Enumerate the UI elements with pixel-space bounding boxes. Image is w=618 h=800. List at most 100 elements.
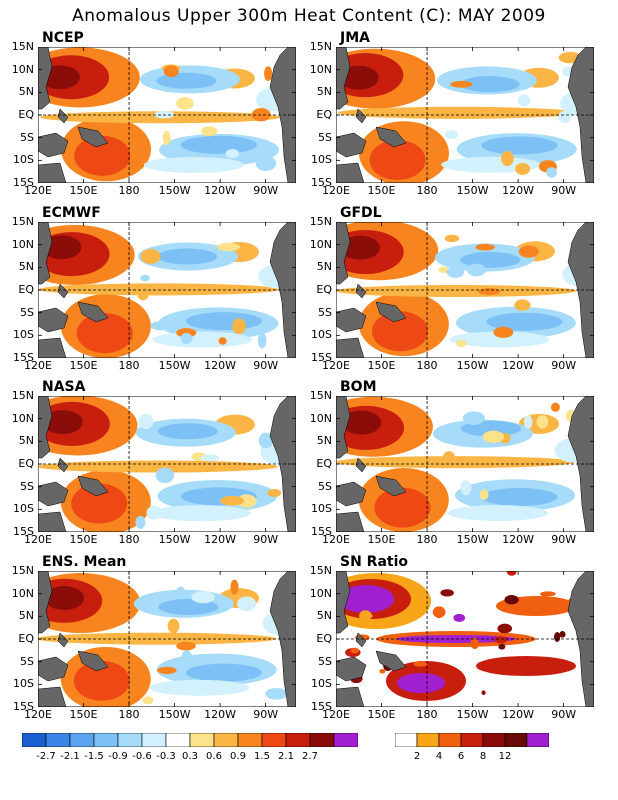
longitude-label: 90W xyxy=(551,184,577,197)
anomaly-colorbar-swatch xyxy=(141,733,167,747)
anomaly-colorbar-label: -2.7 xyxy=(36,751,56,762)
latitude-label: 15N xyxy=(309,40,332,53)
longitude-label: 120E xyxy=(322,184,350,197)
latitude-label: 15N xyxy=(309,215,332,228)
latitude-label: 15S xyxy=(13,176,34,189)
anomaly-colorbar-swatch xyxy=(261,733,287,747)
longitude-label: 90W xyxy=(253,359,279,372)
latitude-label: EQ xyxy=(316,283,332,296)
latitude-label: 15N xyxy=(309,389,332,402)
sn-colorbar-swatch xyxy=(482,733,506,747)
longitude-label: 120W xyxy=(204,533,237,546)
latitude-label: EQ xyxy=(316,457,332,470)
latitude-label: 10N xyxy=(309,237,332,251)
latitude-label: 5S xyxy=(318,305,332,319)
longitude-label: 90W xyxy=(253,708,279,721)
longitude-label: 150W xyxy=(158,359,191,372)
longitude-label: 180 xyxy=(416,184,438,197)
latitude-label: 10S xyxy=(311,328,332,342)
longitude-label: 90W xyxy=(253,533,279,546)
latitude-label: 15S xyxy=(13,351,34,364)
longitude-label: 90W xyxy=(551,533,577,546)
longitude-label: 120W xyxy=(204,359,237,372)
longitude-label: 120W xyxy=(204,184,237,197)
sn-colorbar-swatch xyxy=(416,733,440,747)
longitude-label: 120E xyxy=(24,533,52,546)
longitude-label: 150W xyxy=(158,533,191,546)
anomaly-colorbar-label: -1.5 xyxy=(84,751,104,762)
latitude-label: 5S xyxy=(318,479,332,493)
latitude-label: 15S xyxy=(311,351,332,364)
longitude-label: 180 xyxy=(118,359,140,372)
anomaly-colorbar-swatch xyxy=(333,733,358,747)
anomaly-colorbar-label: 0.3 xyxy=(182,751,198,762)
panel-title: ENS. Mean xyxy=(42,554,127,570)
latitude-label: 15N xyxy=(11,215,34,228)
sn-colorbar-swatch xyxy=(460,733,484,747)
heat-content-map xyxy=(37,395,297,533)
longitude-label: 90W xyxy=(253,184,279,197)
latitude-label: 15S xyxy=(13,700,34,713)
latitude-label: 10N xyxy=(11,586,34,600)
anomaly-colorbar-swatch xyxy=(45,733,71,747)
anomaly-colorbar-swatch xyxy=(69,733,95,747)
latitude-label: 15N xyxy=(11,389,34,402)
sn-colorbar-label: 8 xyxy=(479,751,487,762)
longitude-label: 180 xyxy=(416,533,438,546)
map-panel-sn-ratio xyxy=(335,570,595,708)
anomaly-colorbar-swatch xyxy=(165,733,191,747)
longitude-label: 150W xyxy=(456,533,489,546)
latitude-label: EQ xyxy=(18,108,34,121)
latitude-label: 10S xyxy=(311,677,332,691)
panel-title: BOM xyxy=(340,379,377,395)
longitude-label: 150W xyxy=(456,708,489,721)
latitude-label: 10S xyxy=(13,677,34,691)
longitude-label: 120E xyxy=(322,708,350,721)
latitude-label: 5N xyxy=(18,85,34,99)
latitude-label: 5S xyxy=(318,130,332,144)
latitude-label: 5S xyxy=(20,130,34,144)
latitude-label: 5N xyxy=(316,260,332,274)
heat-content-map xyxy=(335,395,595,533)
latitude-label: 10N xyxy=(309,62,332,76)
latitude-label: EQ xyxy=(18,283,34,296)
panel-title: NCEP xyxy=(42,30,84,46)
latitude-label: 15S xyxy=(311,525,332,538)
anomaly-colorbar-label: 1.5 xyxy=(254,751,270,762)
anomaly-colorbar-swatch xyxy=(117,733,143,747)
longitude-label: 120W xyxy=(502,359,535,372)
map-panel-jma xyxy=(335,46,595,184)
longitude-label: 90W xyxy=(551,708,577,721)
map-panel-nasa xyxy=(37,395,297,533)
longitude-label: 120W xyxy=(502,533,535,546)
latitude-label: 5N xyxy=(18,434,34,448)
heat-content-map xyxy=(335,570,595,708)
longitude-label: 180 xyxy=(118,184,140,197)
longitude-label: 150E xyxy=(69,184,98,197)
latitude-label: 15S xyxy=(311,176,332,189)
map-panel-gfdl xyxy=(335,221,595,359)
longitude-label: 150W xyxy=(158,708,191,721)
latitude-label: EQ xyxy=(316,632,332,645)
latitude-label: 15S xyxy=(13,525,34,538)
map-panel-ens-mean xyxy=(37,570,297,708)
latitude-label: 10S xyxy=(13,328,34,342)
latitude-label: 10N xyxy=(11,411,34,425)
latitude-label: 5S xyxy=(20,479,34,493)
latitude-label: 10S xyxy=(13,502,34,516)
longitude-label: 180 xyxy=(118,708,140,721)
longitude-label: 120E xyxy=(24,184,52,197)
latitude-label: 10N xyxy=(309,411,332,425)
latitude-label: 5N xyxy=(316,434,332,448)
longitude-label: 180 xyxy=(118,533,140,546)
panel-title: JMA xyxy=(340,30,370,46)
longitude-label: 120W xyxy=(502,708,535,721)
latitude-label: 10N xyxy=(309,586,332,600)
latitude-label: 5N xyxy=(316,85,332,99)
longitude-label: 120E xyxy=(322,533,350,546)
longitude-label: 150E xyxy=(69,708,98,721)
sn-colorbar-swatch xyxy=(504,733,528,747)
anomaly-colorbar-swatches xyxy=(22,733,358,747)
heat-content-map xyxy=(37,570,297,708)
sn-colorbar-swatch xyxy=(438,733,462,747)
